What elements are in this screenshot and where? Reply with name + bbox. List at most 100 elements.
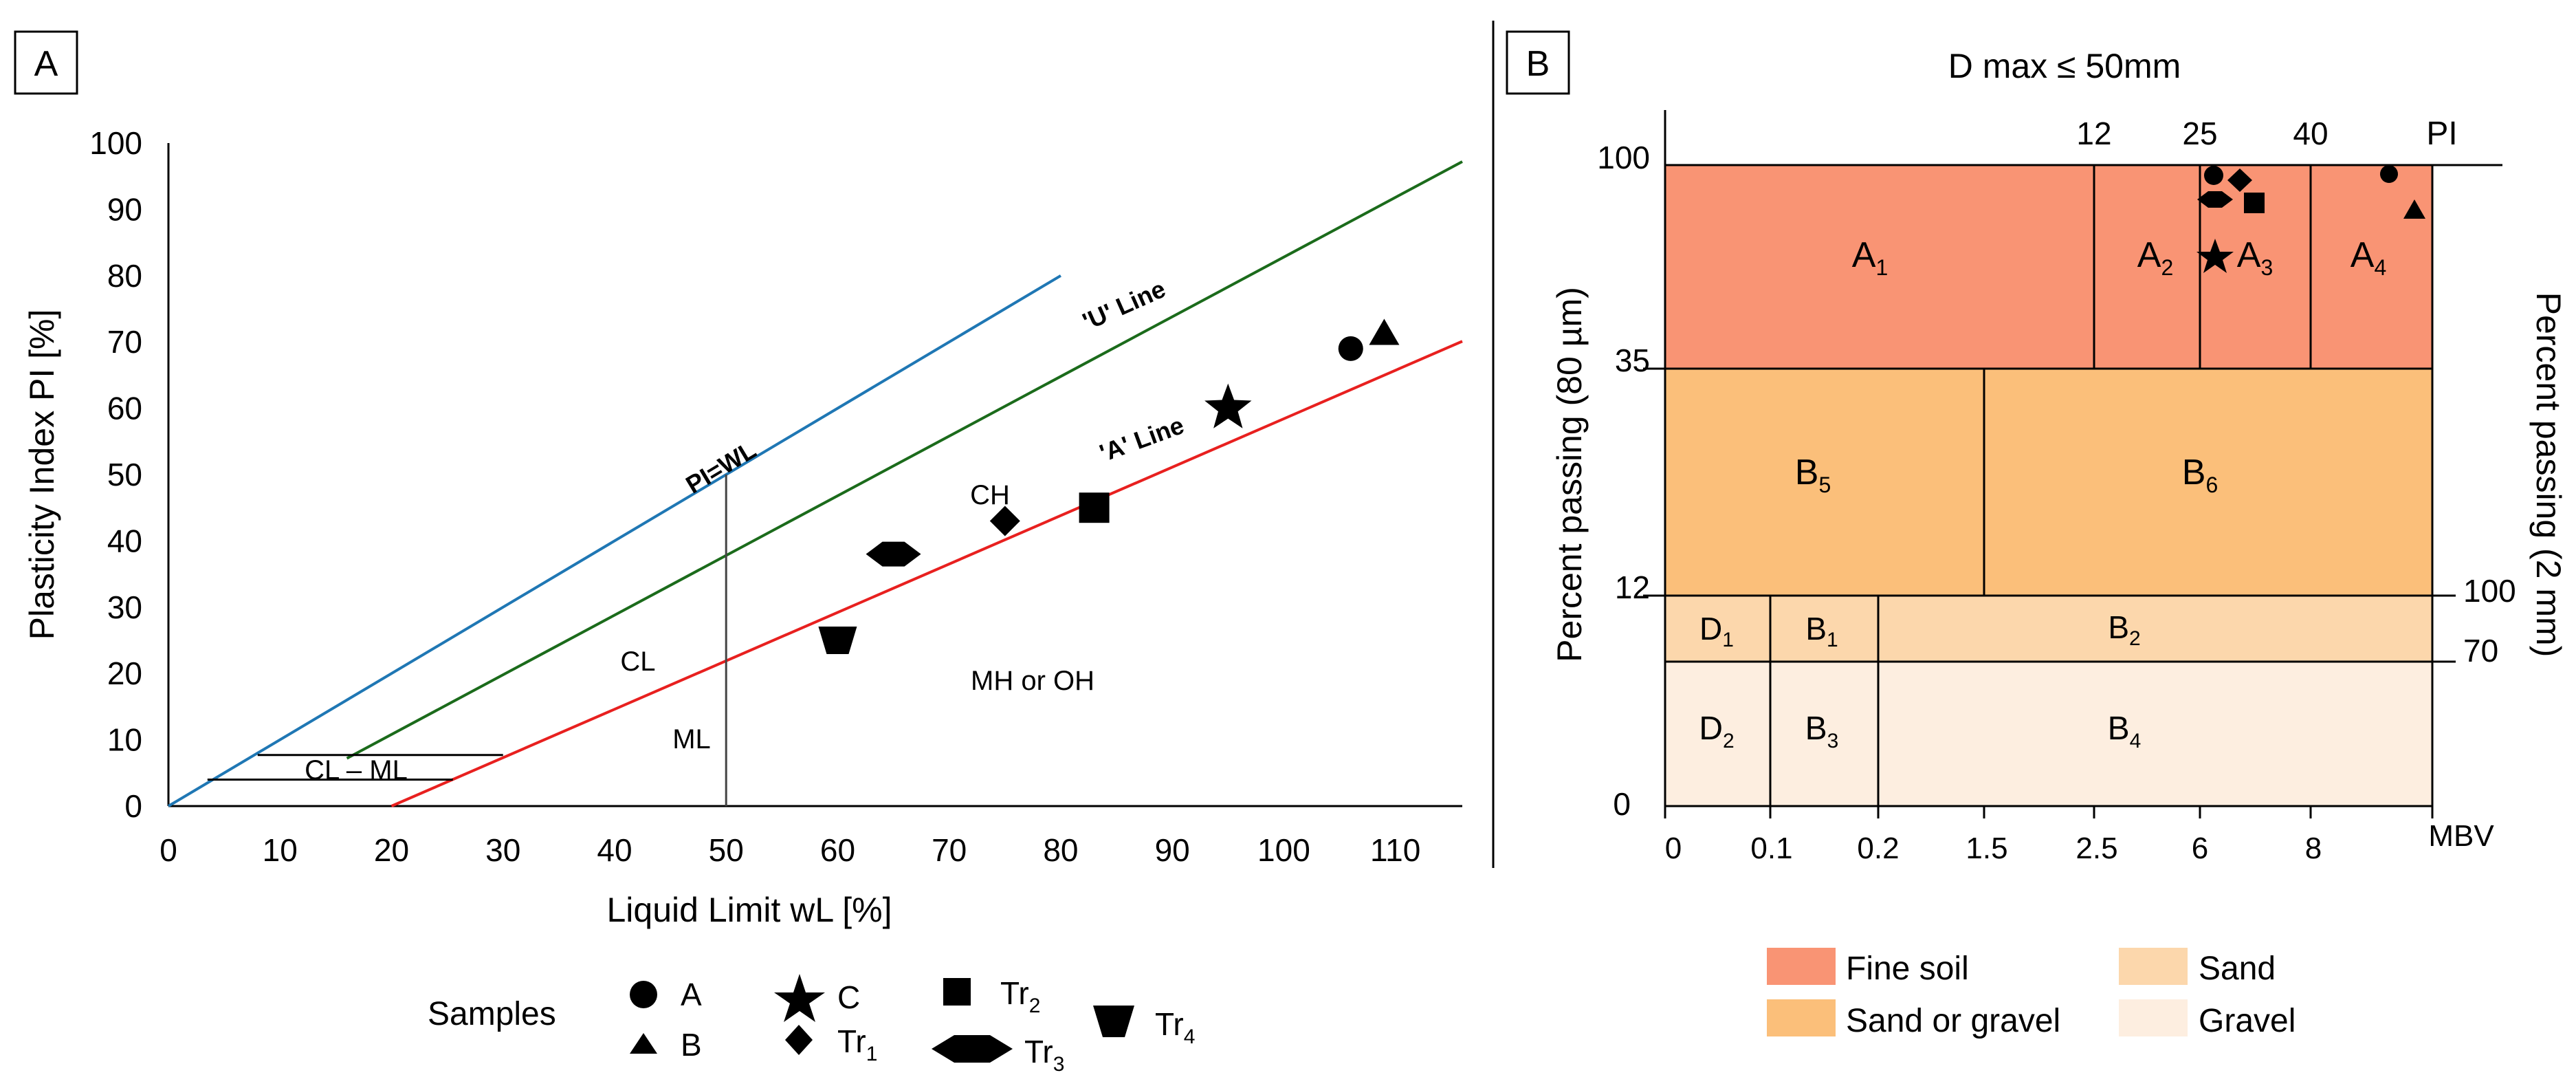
legend-label-fine: Fine soil: [1846, 951, 1969, 987]
mbv-tick-1-5: 1.5: [1966, 832, 2007, 865]
marker-tr2: [1079, 492, 1110, 523]
legend-label-c: C: [837, 979, 860, 1015]
y-tick-a-40: 40: [107, 523, 142, 558]
y-tick-a-100: 100: [89, 125, 142, 161]
legend-title: Samples: [428, 996, 556, 1032]
b-marker-tr1: [2227, 169, 2252, 192]
class-a3: A3: [2237, 235, 2273, 280]
x-tick-a-110: 110: [1370, 832, 1420, 868]
passing-2mm-tick-100: 100: [2463, 573, 2516, 609]
region-gravel: [1665, 662, 2432, 806]
y-tick-a-20: 20: [107, 655, 142, 691]
panel-b-label: B: [1526, 44, 1550, 84]
class-a4: A4: [2351, 235, 2386, 280]
legend-marker-tr3: [932, 1035, 1013, 1063]
mbv-axis-label: MBV: [2428, 819, 2494, 853]
legend-label-tr3: Tr3: [1024, 1034, 1064, 1075]
pi-wl-line: [167, 274, 1061, 807]
legend-label-tr1: Tr1: [837, 1023, 877, 1065]
legend-swatch-sand-gravel: [1767, 999, 1836, 1036]
pi-tick-40: 40: [2293, 116, 2328, 151]
x-tick-a-70: 70: [932, 832, 967, 868]
class-b5: B5: [1795, 453, 1831, 497]
legend-label-a: A: [681, 977, 702, 1012]
legend-label-gravel: Gravel: [2199, 1003, 2296, 1039]
b-marker-tr3: [2197, 191, 2233, 208]
marker-tr4: [818, 627, 857, 654]
pi-axis-label: PI: [2426, 116, 2457, 152]
b-marker-c: [2197, 239, 2234, 273]
legend-swatch-sand: [2119, 948, 2188, 985]
y-axis-label-right-b: Percent passing (2 mm): [2529, 292, 2568, 658]
y-tick-a-70: 70: [107, 324, 142, 360]
x-tick-marks-b: [1664, 806, 2434, 818]
legend-swatch-fine: [1767, 948, 1836, 985]
panel-a-label-box: [14, 30, 78, 95]
x-axis-label-a: Liquid Limit wL [%]: [607, 891, 892, 929]
legend-label-tr4: Tr4: [1155, 1006, 1195, 1048]
y-tick-a-10: 10: [107, 722, 142, 758]
zone-cl-ml: CL – ML: [305, 755, 408, 785]
b-marker-tr2: [2244, 193, 2265, 213]
pi-tick-25: 25: [2182, 116, 2217, 151]
mbv-tick-6: 6: [2192, 832, 2208, 865]
panel-b: B D max ≤ 50mm: [1506, 30, 2568, 1039]
x-tick-a-80: 80: [1043, 832, 1078, 868]
b-marker-b: [2403, 199, 2425, 219]
passing-80-tick-12: 12: [1615, 569, 1650, 605]
panel-b-label-box: [1506, 30, 1570, 95]
y-tick-a-90: 90: [107, 191, 142, 227]
marker-b: [1369, 318, 1400, 345]
legend-label-sand: Sand: [2199, 951, 2276, 987]
y-tick-a-60: 60: [107, 391, 142, 426]
panel-b-title: D max ≤ 50mm: [1948, 47, 2181, 85]
pi-wl-label: PI=WL: [681, 435, 760, 499]
passing-80-tick-35: 35: [1615, 343, 1650, 378]
u-line: [346, 160, 1463, 760]
y-axis-label-left-b: Percent passing (80 µm): [1550, 287, 1589, 662]
legend-marker-tr2: [943, 978, 971, 1006]
legend-label-tr2: Tr2: [1000, 975, 1040, 1017]
passing-80-tick-0: 0: [1613, 786, 1631, 822]
legend-marker-tr1: [785, 1025, 813, 1055]
class-b2: B2: [2108, 609, 2140, 650]
x-tick-a-40: 40: [597, 832, 632, 868]
zone-mh-oh: MH or OH: [971, 666, 1094, 696]
b-marker-a-1: [2204, 166, 2223, 185]
region-fine-soil: [1665, 165, 2432, 369]
class-d1: D1: [1699, 611, 1734, 651]
x-tick-a-90: 90: [1155, 832, 1190, 868]
region-sand-or-gravel: [1665, 369, 2432, 596]
passing-80-tick-100: 100: [1597, 140, 1650, 175]
class-b6: B6: [2182, 453, 2218, 497]
y-axis-label-a: Plasticity Index PI [%]: [23, 310, 61, 640]
passing-2mm-tick-70: 70: [2463, 633, 2498, 669]
class-legend: Fine soil Sand or gravel Sand Gravel: [1767, 948, 2296, 1039]
panel-a: A 0 10 20 30 40 50 60 70 80 90 100 110 0 10 20 30 40 50 6…: [14, 30, 1463, 1075]
x-tick-a-30: 30: [485, 832, 520, 868]
class-b1: B1: [1805, 611, 1838, 651]
a-line-label: 'A' Line: [1096, 411, 1187, 467]
y-tick-labels-a: 0 10 20 30 40 50 60 70 80 90 100: [89, 125, 142, 824]
mbv-tick-2-5: 2.5: [2076, 832, 2117, 865]
region-sand: [1665, 596, 2432, 662]
y-tick-a-0: 0: [124, 788, 142, 824]
legend-swatch-gravel: [2119, 999, 2188, 1036]
x-tick-a-10: 10: [263, 832, 298, 868]
marker-tr3: [866, 541, 921, 567]
a-line: [390, 340, 1463, 807]
marker-c: [1204, 383, 1252, 428]
legend-marker-c: [774, 974, 825, 1022]
x-tick-a-20: 20: [374, 832, 409, 868]
panel-b-markers: [2197, 165, 2425, 273]
mbv-tick-8: 8: [2305, 832, 2322, 865]
legend-marker-a: [630, 981, 657, 1008]
zone-cl: CL: [620, 647, 655, 677]
x-tick-a-50: 50: [709, 832, 744, 868]
class-d2: D2: [1699, 710, 1734, 752]
y-tick-a-80: 80: [107, 258, 142, 294]
x-tick-a-100: 100: [1257, 832, 1310, 868]
mbv-tick-0-1: 0.1: [1750, 832, 1792, 865]
class-b3: B3: [1805, 710, 1839, 752]
